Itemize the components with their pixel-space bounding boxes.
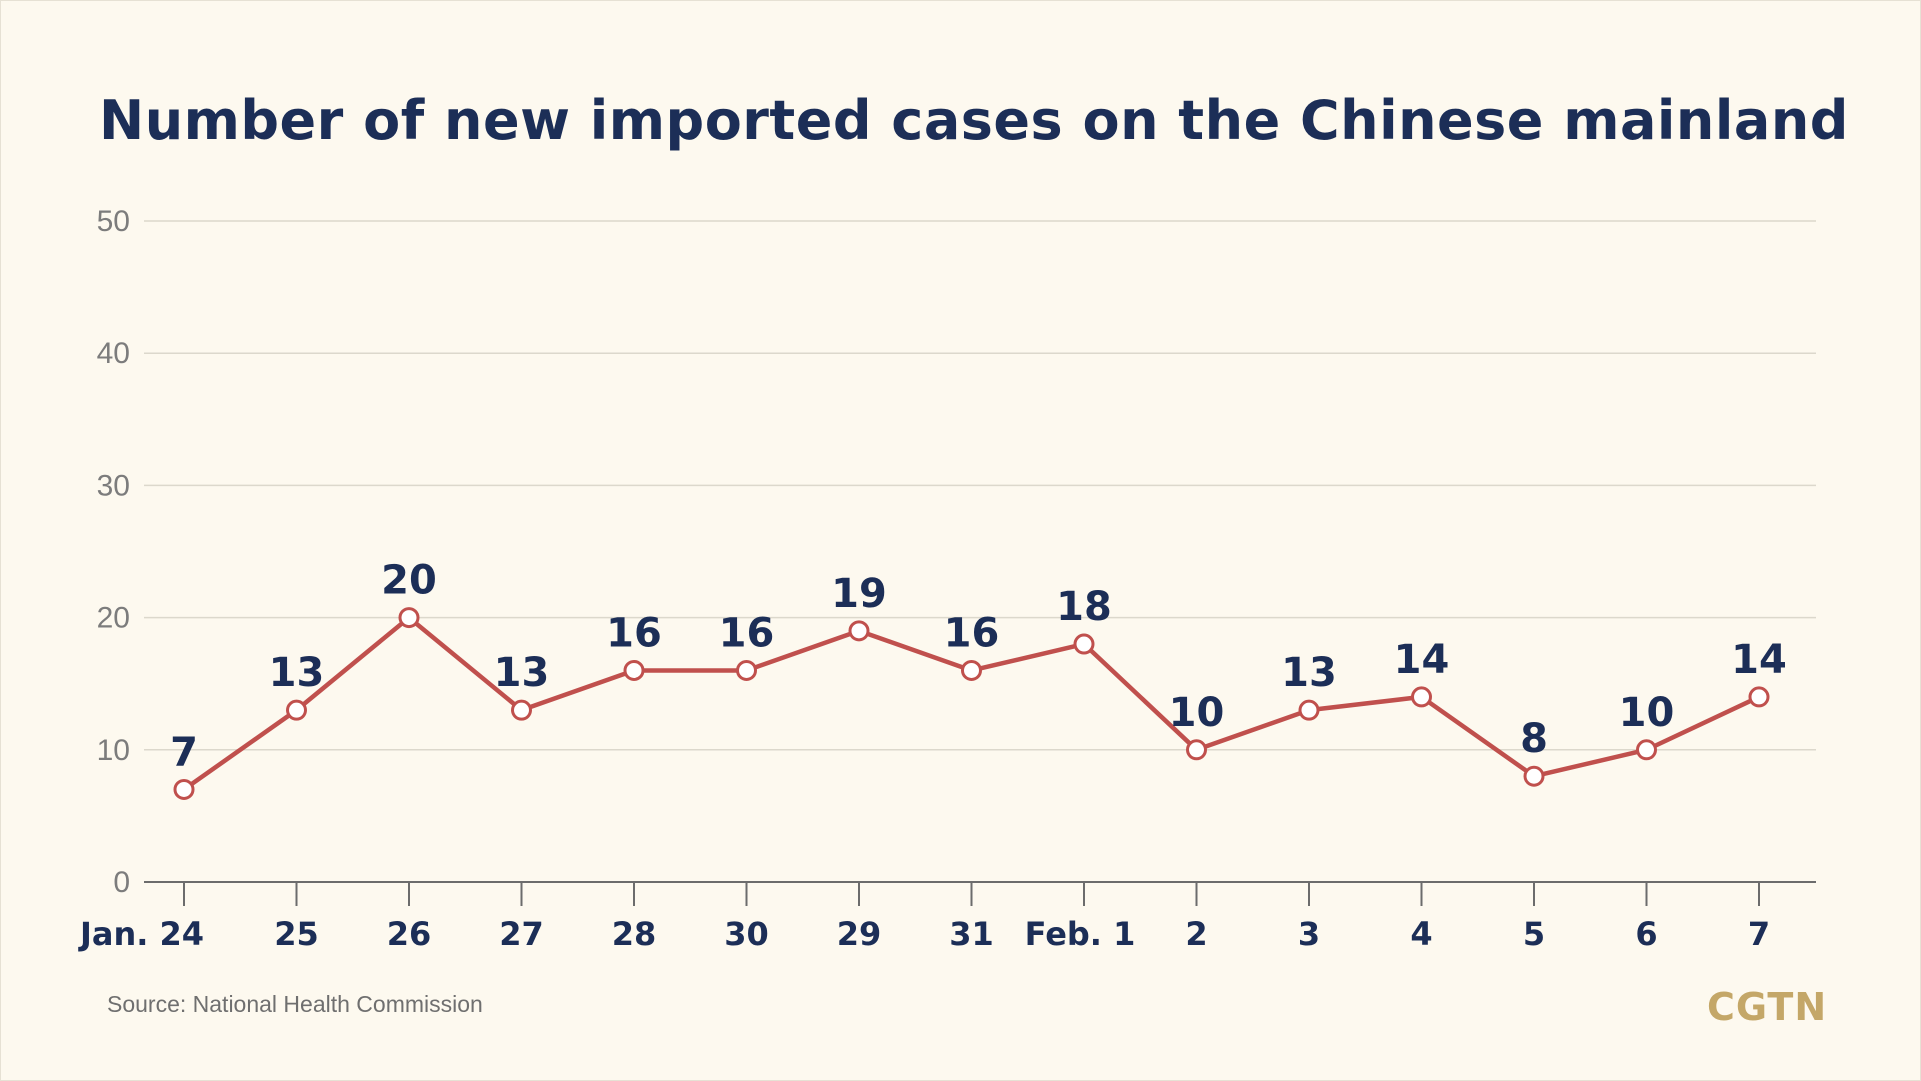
x-tick-label: 7 [1748,915,1770,953]
data-point [1748,686,1770,708]
x-tick-label: 27 [499,915,544,953]
x-tick-label: 25 [274,915,319,953]
y-tick-label: 0 [113,866,130,899]
data-point [1073,633,1095,655]
data-point [173,778,195,800]
data-point [398,607,420,629]
data-label: 13 [1281,650,1337,696]
grid-layer [144,220,1816,751]
x-tick-label: Jan. 24 [78,915,204,953]
data-label: 7 [170,729,198,775]
y-tick-label: 10 [97,734,130,767]
data-point [848,620,870,642]
x-tick-label: 31 [949,915,994,953]
x-tick-label: 4 [1410,915,1432,953]
data-label: 10 [1619,690,1675,736]
data-point [1411,686,1432,708]
data-label: 13 [269,650,325,696]
data-label: 14 [1731,637,1787,683]
x-tick-label: Feb. 1 [1025,915,1136,953]
y-tick-label: 50 [97,205,130,238]
data-point [736,659,757,681]
x-tick-label: 5 [1523,915,1545,953]
data-label: 13 [494,650,550,696]
cgtn-logo: CGTN [1707,985,1828,1029]
data-label: 10 [1169,690,1225,736]
data-point [1186,739,1207,761]
y-tick-label: 30 [97,469,130,502]
x-tick-label: 26 [387,915,432,953]
x-tick-label: 6 [1635,915,1657,953]
source-note: Source: National Health Commission [107,991,483,1017]
x-tick-label: 3 [1298,915,1320,953]
data-label: 20 [381,558,437,604]
data-point [1298,699,1320,721]
data-point [511,699,532,721]
data-point [623,659,645,681]
chart-title: Number of new imported cases on the Chin… [99,89,1849,152]
y-tick-label: 20 [97,602,130,635]
data-point [1636,739,1657,761]
data-label: 16 [719,610,775,656]
data-label: 16 [606,610,662,656]
x-tick-label: 28 [612,915,657,953]
y-tick-label: 40 [97,337,130,370]
data-label: 8 [1520,716,1548,762]
series-layer [173,607,1770,800]
label-layer: 7 13 20 13 16 16 19 16 18 10 13 14 8 10 14 [170,558,1787,776]
data-label: 18 [1056,584,1112,630]
data-label: 16 [944,610,1000,656]
data-point [961,659,982,681]
data-point [1523,765,1545,787]
data-label: 14 [1394,637,1450,683]
axis-layer: 0 10 20 30 40 50 Jan. 24 25 26 27 28 30 29 31 Feb. 1 2 3… [78,205,1816,953]
x-tick-label: 30 [724,915,769,953]
x-tick-label: 29 [837,915,882,953]
data-label: 19 [831,571,887,617]
data-point [286,699,307,721]
x-tick-label: 2 [1185,915,1207,953]
